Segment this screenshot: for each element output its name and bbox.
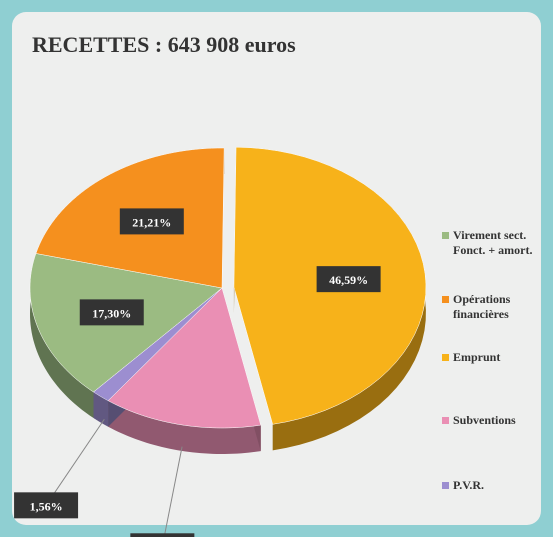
leader-line: [163, 446, 183, 537]
legend-item: Opérations financières: [442, 292, 550, 322]
data-label: 17,30%: [92, 306, 131, 320]
slice-side: [108, 400, 261, 454]
legend-label: Opérations financières: [453, 292, 511, 321]
chart-title: RECETTES : 643 908 euros: [32, 32, 296, 57]
slice: [107, 287, 262, 429]
leader-line: [45, 418, 105, 506]
data-label-box: [130, 533, 195, 537]
legend-item: Virement sect. Fonct. + amort.: [442, 228, 550, 258]
legend-item: P.V.R.: [442, 478, 550, 493]
legend-item: Subventions: [442, 413, 550, 428]
legend-label: Subventions: [453, 413, 516, 427]
legend-swatch: [442, 482, 449, 489]
slice-side: [30, 253, 94, 419]
legend-swatch: [442, 296, 449, 303]
slice: [93, 287, 223, 402]
legend-swatch: [442, 232, 449, 239]
legend-item: Emprunt: [442, 350, 550, 365]
legend-label: Emprunt: [453, 350, 501, 364]
legend-swatch: [442, 354, 449, 361]
data-label: 21,21%: [132, 215, 171, 229]
data-label-box: [79, 299, 144, 326]
data-label-box: [119, 208, 184, 235]
data-label-box: [14, 492, 79, 519]
data-label-box: [316, 266, 381, 293]
legend-swatch: [442, 417, 449, 424]
data-label: 1,56%: [30, 499, 63, 513]
legend-label: P.V.R.: [453, 478, 485, 492]
data-label: 46,59%: [329, 273, 368, 287]
legend-label: Virement sect. Fonct. + amort.: [453, 228, 533, 257]
slice-side: [93, 392, 109, 427]
